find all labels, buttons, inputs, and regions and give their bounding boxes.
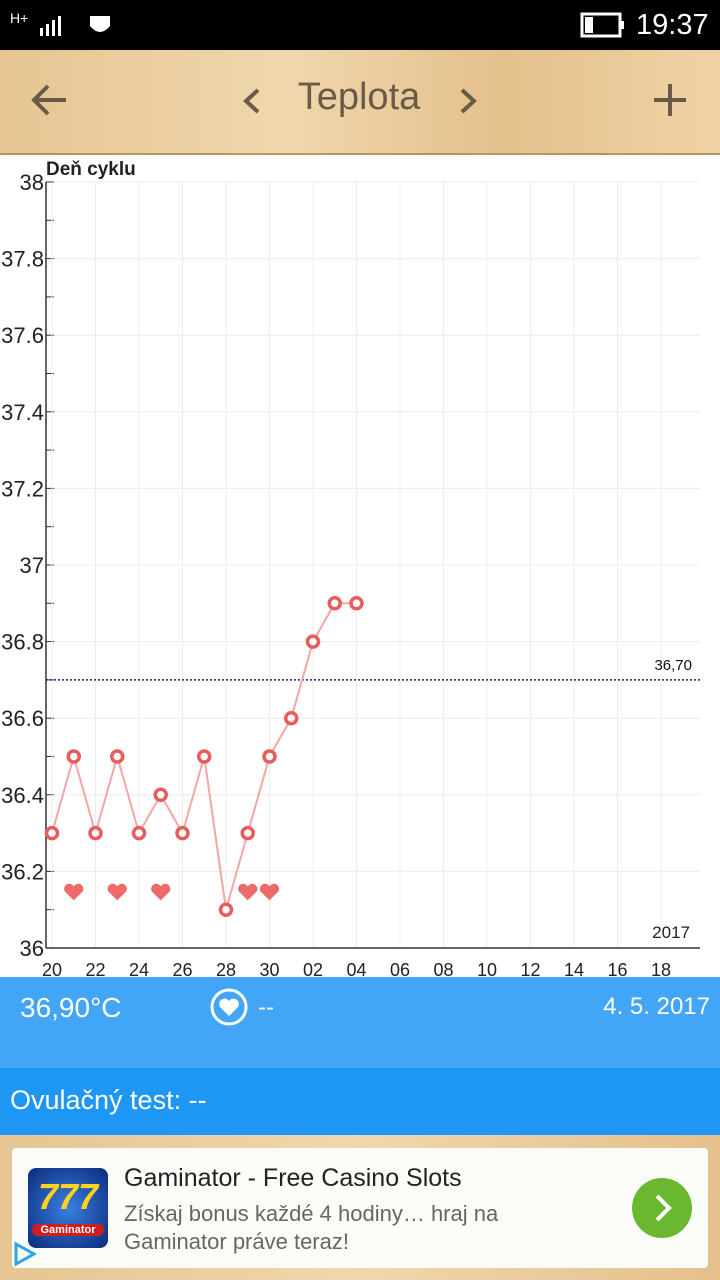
- x-tick-label: 30: [259, 960, 279, 977]
- add-button[interactable]: [652, 82, 688, 118]
- temperature: 36,90°C: [20, 992, 122, 1023]
- x-tick-label: 18: [651, 960, 671, 977]
- ad-text: Získaj bonus každé 4 hodiny… hraj na Gam…: [124, 1201, 499, 1254]
- x-tick-label: 02: [303, 960, 323, 977]
- ovulation-test: Ovulačný test: --: [10, 1085, 207, 1115]
- y-tick-label: 37: [20, 553, 44, 578]
- heart-marker: [107, 883, 127, 901]
- y-tick-label: 36.8: [1, 630, 44, 655]
- ad-icon: 777 Gaminator: [28, 1168, 108, 1248]
- x-tick-label: 16: [607, 960, 627, 977]
- chart: Deň cyklu 36 36.2 36.4 36.6 36.8 37 37.2 37.4 37…: [0, 155, 720, 977]
- heart-icon: [210, 988, 248, 1026]
- ad-card[interactable]: 777 Gaminator Gaminator - Free Casino Sl…: [12, 1148, 708, 1268]
- x-tick-label: 10: [477, 960, 497, 977]
- app-bar: Teplota: [0, 50, 720, 155]
- x-tick-label: 22: [85, 960, 105, 977]
- x-tick-label: 20: [42, 960, 62, 977]
- y-tick-label: 37.8: [1, 247, 44, 272]
- y-tick-label: 37.4: [1, 400, 44, 425]
- y-tick-label: 38: [20, 170, 44, 195]
- year-label: 2017: [652, 923, 690, 942]
- x-tick-label: 28: [216, 960, 236, 977]
- ovulation-bar: Ovulačný test: --: [0, 1068, 720, 1135]
- x-tick-label: 14: [564, 960, 584, 977]
- ad-icon-brand: Gaminator: [32, 1224, 104, 1236]
- temperature-point: [110, 749, 125, 764]
- temperature-point: [240, 825, 255, 841]
- temperature-point: [88, 825, 103, 841]
- heart-marker: [151, 883, 171, 901]
- x-tick-label: 06: [390, 960, 410, 977]
- x-tick-label: 08: [433, 960, 453, 977]
- temperature-point: [131, 825, 147, 841]
- x-tick-label: 26: [172, 960, 192, 977]
- ad-area: 777 Gaminator Gaminator - Free Casino Sl…: [0, 1135, 720, 1280]
- info-panel: 36,90°C -- 4. 5. 2017: [0, 977, 720, 1068]
- temperature-point: [327, 596, 342, 611]
- temperature-point: [66, 749, 81, 764]
- axis-title: Deň cyklu: [46, 159, 136, 180]
- y-tick-label: 36.2: [1, 859, 44, 884]
- y-tick-label: 36: [20, 936, 44, 961]
- temperature-point: [175, 825, 190, 841]
- temperature-point: [284, 710, 299, 726]
- clock: 19:37: [636, 9, 709, 41]
- heart-marker: [238, 883, 258, 901]
- reference-label: 36,70: [654, 657, 692, 674]
- x-tick-label: 04: [346, 960, 366, 977]
- heart-marker: [64, 883, 84, 901]
- network-type: H+: [10, 10, 29, 26]
- temperature-point: [349, 596, 364, 611]
- previous-button[interactable]: [240, 86, 264, 116]
- temperature-point: [197, 749, 212, 764]
- ad-icon-text: 777: [37, 1176, 99, 1217]
- y-tick-label: 36.6: [1, 706, 44, 731]
- status-bar: H+ 19:37: [0, 0, 720, 50]
- y-tick-label: 37.2: [1, 476, 44, 501]
- temperature-point: [218, 902, 234, 917]
- date: 4. 5. 2017: [603, 993, 710, 1020]
- battery-icon: [580, 12, 624, 38]
- y-tick-label: 37.6: [1, 323, 44, 348]
- temperature-point: [305, 634, 321, 649]
- ad-title: Gaminator - Free Casino Slots: [124, 1164, 462, 1192]
- x-tick-label: 24: [129, 960, 149, 977]
- back-button[interactable]: [30, 80, 70, 120]
- intercourse-value: --: [258, 994, 274, 1021]
- temperature-point: [153, 787, 168, 803]
- temperature-point: [262, 749, 277, 764]
- screen-title: Teplota: [297, 76, 421, 118]
- y-tick-label: 36.4: [1, 783, 44, 808]
- ad-go-button[interactable]: [632, 1178, 692, 1238]
- status-icons: [40, 16, 110, 36]
- ad-choices[interactable]: [12, 1241, 38, 1267]
- x-tick-label: 12: [520, 960, 540, 977]
- next-button[interactable]: [456, 86, 480, 116]
- heart-marker: [259, 883, 280, 901]
- temperature-point: [44, 825, 60, 841]
